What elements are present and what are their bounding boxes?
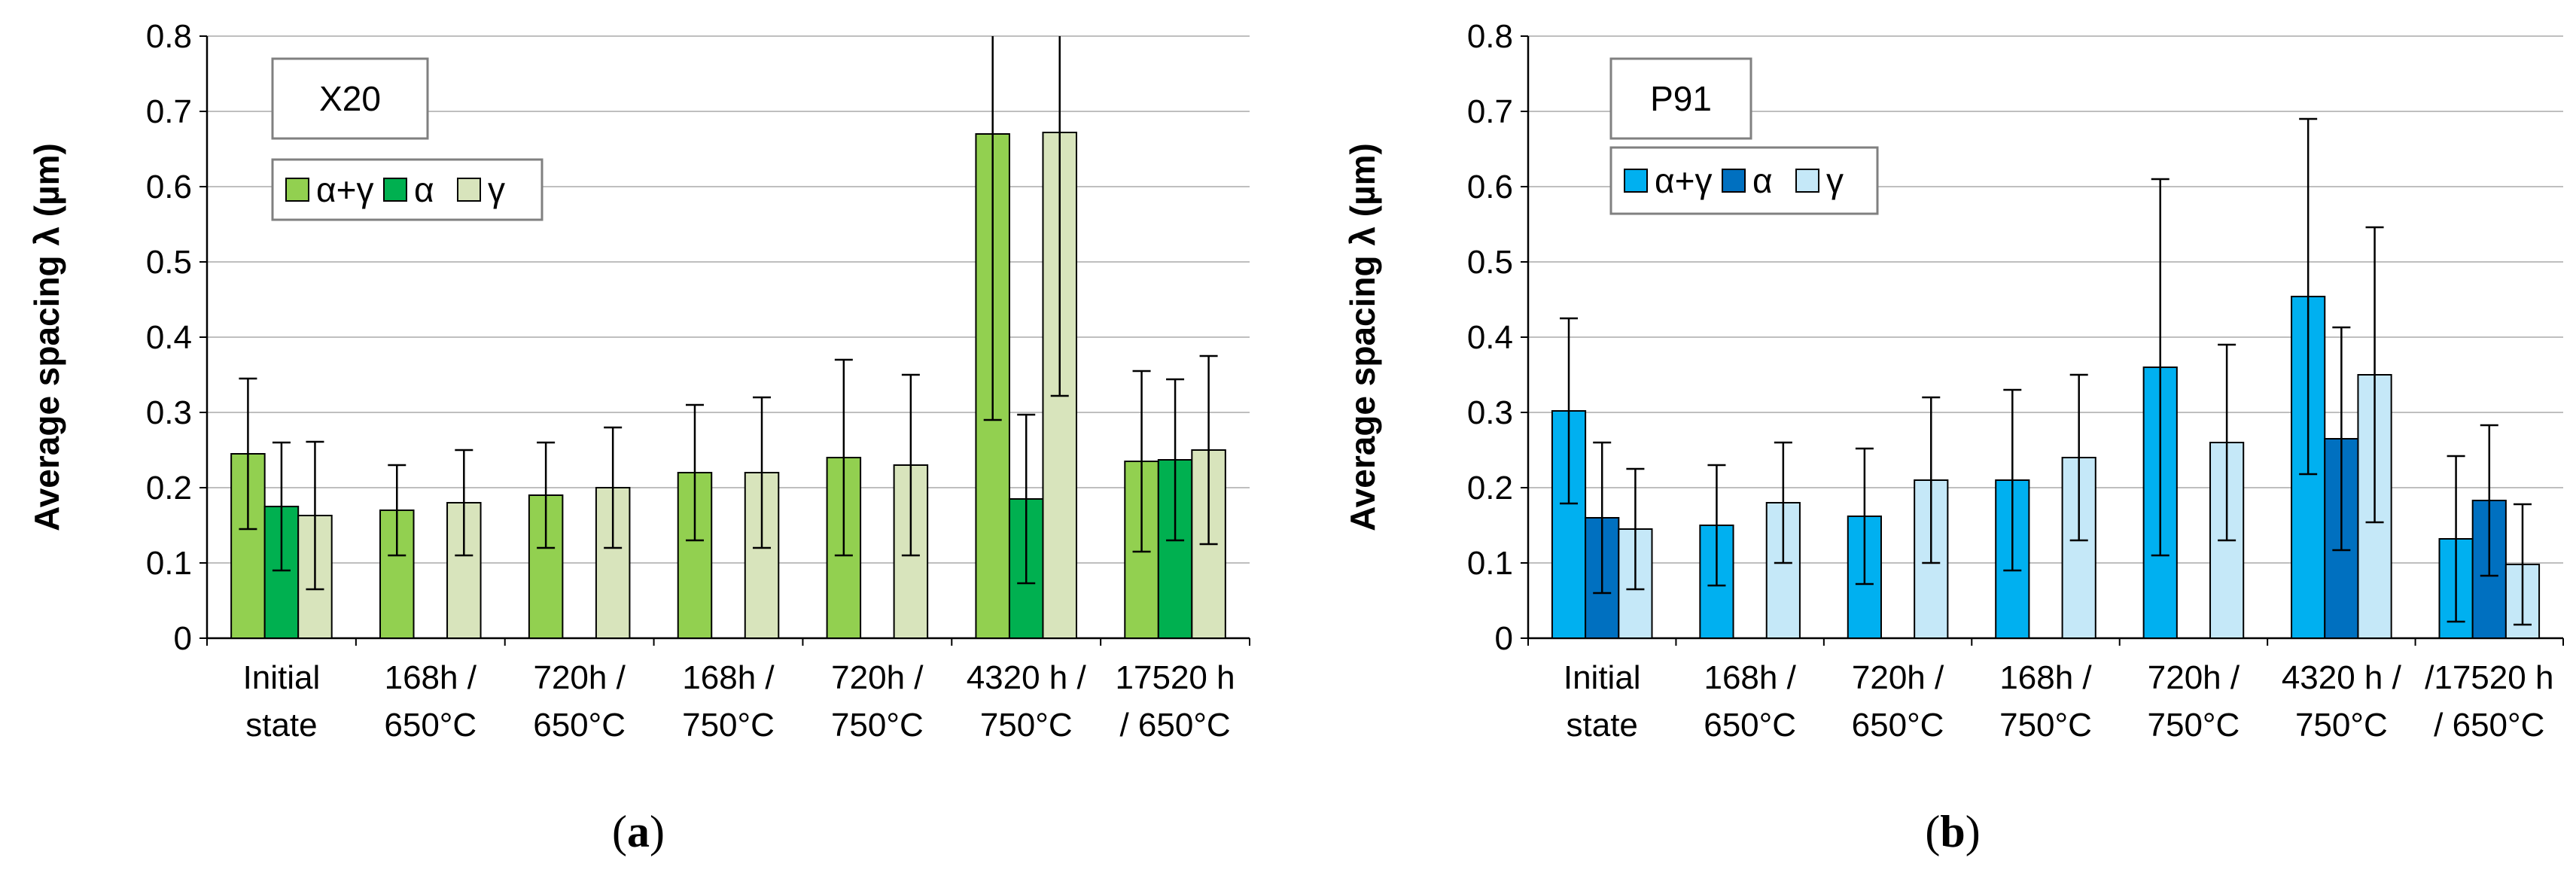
x-tick-label: state	[245, 707, 317, 744]
x-tick-label: 750°C	[1999, 707, 2092, 744]
y-tick-label: 0	[1495, 620, 1513, 657]
legend-swatch	[457, 178, 481, 202]
x-tick-label: 17520 h	[1116, 659, 1235, 696]
legend-swatch	[1795, 169, 1819, 193]
y-tick-label: 0.6	[1467, 169, 1513, 205]
x-tick-label: 750°C	[2148, 707, 2240, 744]
legend-swatch	[1722, 169, 1746, 193]
y-tick-label: 0.4	[146, 319, 192, 356]
x-tick-label: 650°C	[533, 707, 626, 744]
chart-title: X20	[319, 79, 381, 118]
chart-title-box	[271, 57, 429, 140]
y-tick-label: 0.8	[146, 18, 192, 55]
y-tick-label: 0	[174, 620, 192, 657]
y-tick-label: 0.3	[1467, 394, 1513, 431]
x-tick-label: 750°C	[831, 707, 924, 744]
x-tick-label: 750°C	[2295, 707, 2388, 744]
x-tick-label: 168h /	[1999, 659, 2092, 696]
legend-label: α+γ	[316, 170, 373, 209]
y-tick-label: 0.4	[1467, 319, 1513, 356]
panel-label: (a)	[612, 807, 665, 856]
y-tick-label: 0.1	[1467, 545, 1513, 582]
legend-label: α+γ	[1655, 161, 1712, 200]
x-tick-label: 750°C	[980, 707, 1073, 744]
x-tick-label: 720h /	[1852, 659, 1944, 696]
y-axis-label: Average spacing λ (µm)	[1343, 143, 1382, 531]
x-tick-label: 720h /	[831, 659, 924, 696]
legend-label: γ	[1826, 161, 1844, 200]
x-tick-label: / 650°C	[2434, 707, 2544, 744]
legend-label: α	[1752, 161, 1773, 200]
y-tick-label: 0.2	[1467, 470, 1513, 506]
legend-swatch	[383, 178, 407, 202]
panel-label: (b)	[1925, 807, 1980, 856]
y-tick-label: 0.7	[146, 93, 192, 130]
y-tick-label: 0.5	[146, 244, 192, 281]
x-tick-label: / 650°C	[1119, 707, 1230, 744]
x-tick-label: 650°C	[1704, 707, 1796, 744]
x-tick-label: state	[1567, 707, 1638, 744]
x-tick-label: 168h /	[682, 659, 775, 696]
chart-panel-b: 0 0.1 0.2 0.3 0.4 0.5 0.6 0.7 0.8 Average spacing…	[1343, 18, 2564, 856]
x-tick-label: 4320 h /	[2282, 659, 2402, 696]
x-tick-label: /17520 h	[2425, 659, 2553, 696]
y-tick-label: 0.6	[146, 169, 192, 205]
y-axis-label: Average spacing λ (µm)	[27, 143, 66, 531]
x-tick-label: 650°C	[1852, 707, 1944, 744]
x-tick-label: 168h /	[1704, 659, 1796, 696]
legend-box	[271, 158, 544, 221]
chart-title: P91	[1650, 79, 1712, 118]
y-tick-label: 0.7	[1467, 93, 1513, 130]
x-tick-label: Initial	[243, 659, 321, 696]
x-tick-label: 720h /	[2148, 659, 2240, 696]
x-tick-label: 168h /	[385, 659, 477, 696]
y-tick-label: 0.3	[146, 394, 192, 431]
y-tick-label: 0.1	[146, 545, 192, 582]
legend-label: γ	[488, 170, 505, 209]
x-tick-label: 4320 h /	[967, 659, 1087, 696]
x-tick-label: 720h /	[533, 659, 626, 696]
legend-label: α	[414, 170, 434, 209]
y-tick-label: 0.2	[146, 470, 192, 506]
chart-title-box	[1609, 57, 1752, 140]
y-tick-label: 0.5	[1467, 244, 1513, 281]
x-tick-label: 750°C	[682, 707, 775, 744]
y-tick-label: 0.8	[1467, 18, 1513, 55]
x-tick-label: Initial	[1564, 659, 1641, 696]
legend-swatch	[285, 178, 309, 202]
x-tick-label: 650°C	[384, 707, 477, 744]
legend-swatch	[1624, 169, 1648, 193]
chart-panel-a: 0 0.1 0.2 0.3 0.4 0.5 0.6 0.7 0.8 Average spacing…	[27, 18, 1250, 856]
